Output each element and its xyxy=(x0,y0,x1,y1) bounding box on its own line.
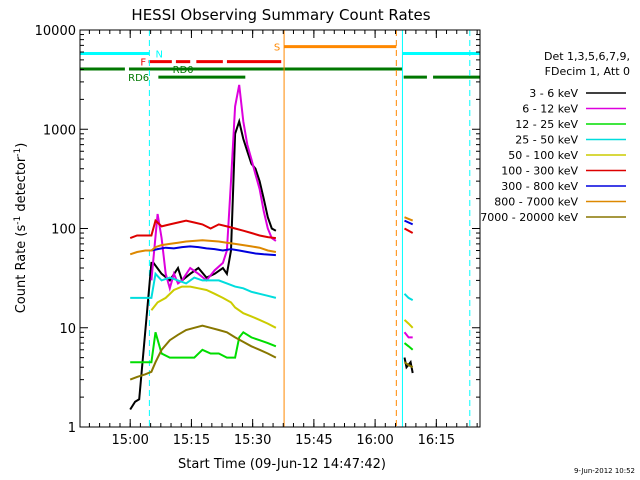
x-tick-label-1: 15:15 xyxy=(173,433,210,448)
legend-label-1: 6 - 12 keV xyxy=(522,103,578,116)
series-8-line-2 xyxy=(403,361,414,369)
legend-label-5: 100 - 300 keV xyxy=(501,165,578,178)
x-tick-label-5: 16:15 xyxy=(418,433,455,448)
y-axis-ticks: 1 10 100 1000 10000 xyxy=(35,24,480,436)
series-3-line-2 xyxy=(403,293,414,301)
series-5-line-2 xyxy=(404,227,414,234)
flag-label-n: N xyxy=(156,49,163,60)
series-8-line xyxy=(129,324,277,381)
timestamp: 9-Jun-2012 10:52 xyxy=(574,467,635,475)
series-7-line-2 xyxy=(404,216,414,222)
series-5-line xyxy=(129,218,277,240)
y-tick-label-4: 10000 xyxy=(35,24,76,39)
x-tick-label-3: 15:45 xyxy=(295,433,332,448)
series-1-line xyxy=(150,84,277,292)
legend-label-4: 50 - 100 keV xyxy=(508,149,578,162)
y-tick-label-0: 1 xyxy=(68,421,76,436)
series-7-line xyxy=(129,239,277,256)
y-tick-label-2: 100 xyxy=(51,223,76,238)
series-lines xyxy=(129,84,414,411)
flag-label-rd6: RD6 xyxy=(128,73,149,84)
flag-bars: N S F RD0 RD6 xyxy=(80,43,480,84)
y-tick-label-3: 1000 xyxy=(43,123,76,138)
y-axis-label-mid: detector xyxy=(14,156,29,216)
x-tick-label-0: 15:00 xyxy=(111,433,148,448)
y-axis-label-end: ) xyxy=(14,143,29,148)
y-axis-label: Count Rate (s-1 detector-1) xyxy=(13,143,29,314)
flag-label-s: S xyxy=(274,43,280,54)
y-axis-label-sup1: -1 xyxy=(13,216,23,225)
x-tick-label-4: 16:00 xyxy=(356,433,393,448)
x-tick-label-2: 15:30 xyxy=(234,433,271,448)
legend-label-3: 25 - 50 keV xyxy=(515,134,578,147)
series-6-line-2 xyxy=(404,219,414,226)
legend-header-1: Det 1,3,5,6,7,9, xyxy=(544,50,630,63)
y-axis-label-sup2: -1 xyxy=(13,148,23,157)
series-3-line xyxy=(130,271,277,299)
legend-label-2: 12 - 25 keV xyxy=(515,118,578,131)
x-axis-ticks: 15:00 15:15 15:30 15:45 16:00 16:15 xyxy=(88,30,478,448)
series-4-line xyxy=(150,285,277,329)
flag-label-f: F xyxy=(140,58,146,69)
series-2-line xyxy=(130,330,277,364)
legend-label-7: 800 - 7000 keV xyxy=(494,196,578,209)
plot-frame xyxy=(79,29,481,428)
y-tick-label-1: 10 xyxy=(59,322,76,337)
series-2-line-2 xyxy=(403,342,414,351)
legend: 3 - 6 keV 6 - 12 keV 12 - 25 keV 25 - 50 ke… xyxy=(480,87,626,224)
series-4-line-2 xyxy=(403,319,414,329)
chart-title: HESSI Observing Summary Count Rates xyxy=(131,6,430,24)
flag-label-rd0: RD0 xyxy=(173,65,194,76)
legend-label-8: 7000 - 20000 keV xyxy=(480,211,578,224)
legend-label-0: 3 - 6 keV xyxy=(529,87,578,100)
series-1-line-2 xyxy=(403,331,413,339)
vertical-markers xyxy=(148,30,471,427)
y-axis-label-main: Count Rate (s xyxy=(14,225,29,314)
series-0-line xyxy=(129,117,277,411)
legend-header-2: FDecim 1, Att 0 xyxy=(545,65,630,78)
x-axis-label: Start Time (09-Jun-12 14:47:42) xyxy=(178,457,386,472)
series-6-line xyxy=(151,245,276,257)
legend-label-6: 300 - 800 keV xyxy=(501,180,578,193)
